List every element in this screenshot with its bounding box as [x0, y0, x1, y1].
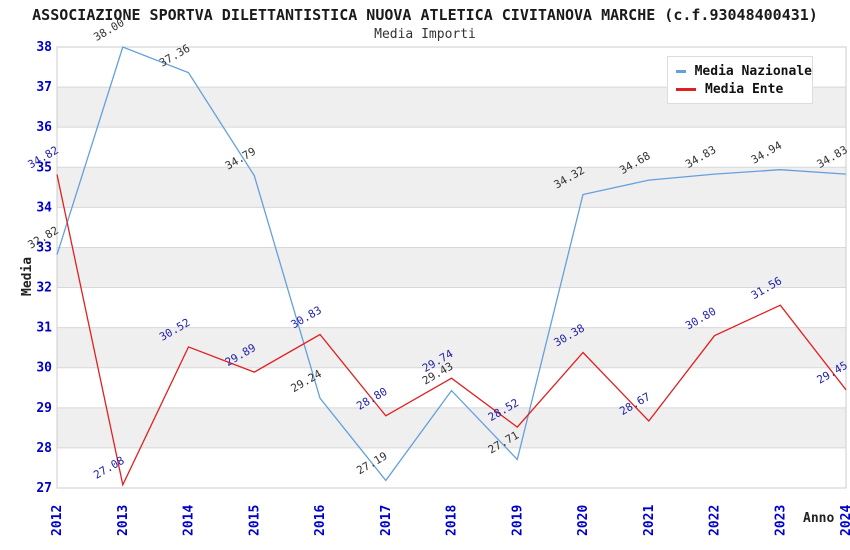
y-axis-tick-label: 30 [36, 361, 52, 376]
x-axis-tick-label: 2021 [642, 505, 657, 536]
x-axis-tick-label: 2020 [576, 505, 591, 536]
y-axis-tick-label: 36 [36, 120, 52, 135]
legend-line-red-icon [676, 87, 696, 91]
x-axis-tick-label: 2016 [313, 505, 328, 536]
y-axis-tick-label: 28 [36, 441, 52, 456]
legend-item-media-nazionale: Media Nazionale [676, 62, 812, 80]
series-line-1 [56, 174, 847, 487]
y-axis-title: Media [20, 256, 35, 296]
x-axis-tick-label: 2013 [116, 505, 131, 536]
background-band [57, 247, 846, 288]
chart-subtitle: Media Importi [374, 27, 476, 42]
point-value-label: 37.36 [157, 42, 192, 70]
background-band [57, 407, 846, 448]
y-axis-tick-label: 27 [36, 481, 52, 496]
x-axis-tick-label: 2023 [773, 505, 788, 536]
x-axis-tick-label: 2018 [445, 505, 460, 536]
legend-label-media-nazionale: Media Nazionale [694, 63, 812, 79]
y-axis-tick-label: 38 [36, 40, 52, 55]
plot-border [56, 46, 847, 489]
x-axis-tick-label: 2017 [379, 505, 394, 536]
point-value-label: 38.00 [91, 16, 126, 44]
x-axis-tick-label: 2024 [839, 505, 850, 536]
y-axis-tick-label: 29 [36, 401, 52, 416]
x-axis-title: Anno [803, 511, 835, 526]
legend-item-media-ente: Media Ente [676, 80, 812, 98]
y-axis-tick-label: 32 [36, 281, 52, 296]
y-axis-tick-label: 35 [36, 160, 52, 175]
legend: Media Nazionale Media Ente [667, 56, 813, 104]
legend-line-blue-icon [676, 69, 686, 73]
point-value-label: 34.94 [749, 139, 785, 167]
series-line-0 [56, 46, 847, 482]
x-axis-tick-label: 2022 [708, 505, 723, 536]
y-axis-tick-label: 37 [36, 80, 52, 95]
chart-title: ASSOCIAZIONE SPORTVA DILETTANTISTICA NUO… [32, 6, 818, 24]
x-axis-tick-label: 2014 [182, 505, 197, 536]
x-axis-tick-label: 2012 [50, 505, 65, 536]
point-value-label: 27.19 [354, 449, 389, 477]
y-axis-tick-label: 34 [36, 200, 52, 215]
point-value-label: 29.24 [289, 367, 325, 395]
y-axis-tick-label: 33 [36, 240, 52, 255]
x-axis-tick-label: 2015 [247, 505, 262, 536]
y-axis-tick-label: 31 [36, 321, 52, 336]
x-axis-tick-label: 2019 [510, 505, 525, 536]
legend-label-media-ente: Media Ente [705, 81, 784, 97]
